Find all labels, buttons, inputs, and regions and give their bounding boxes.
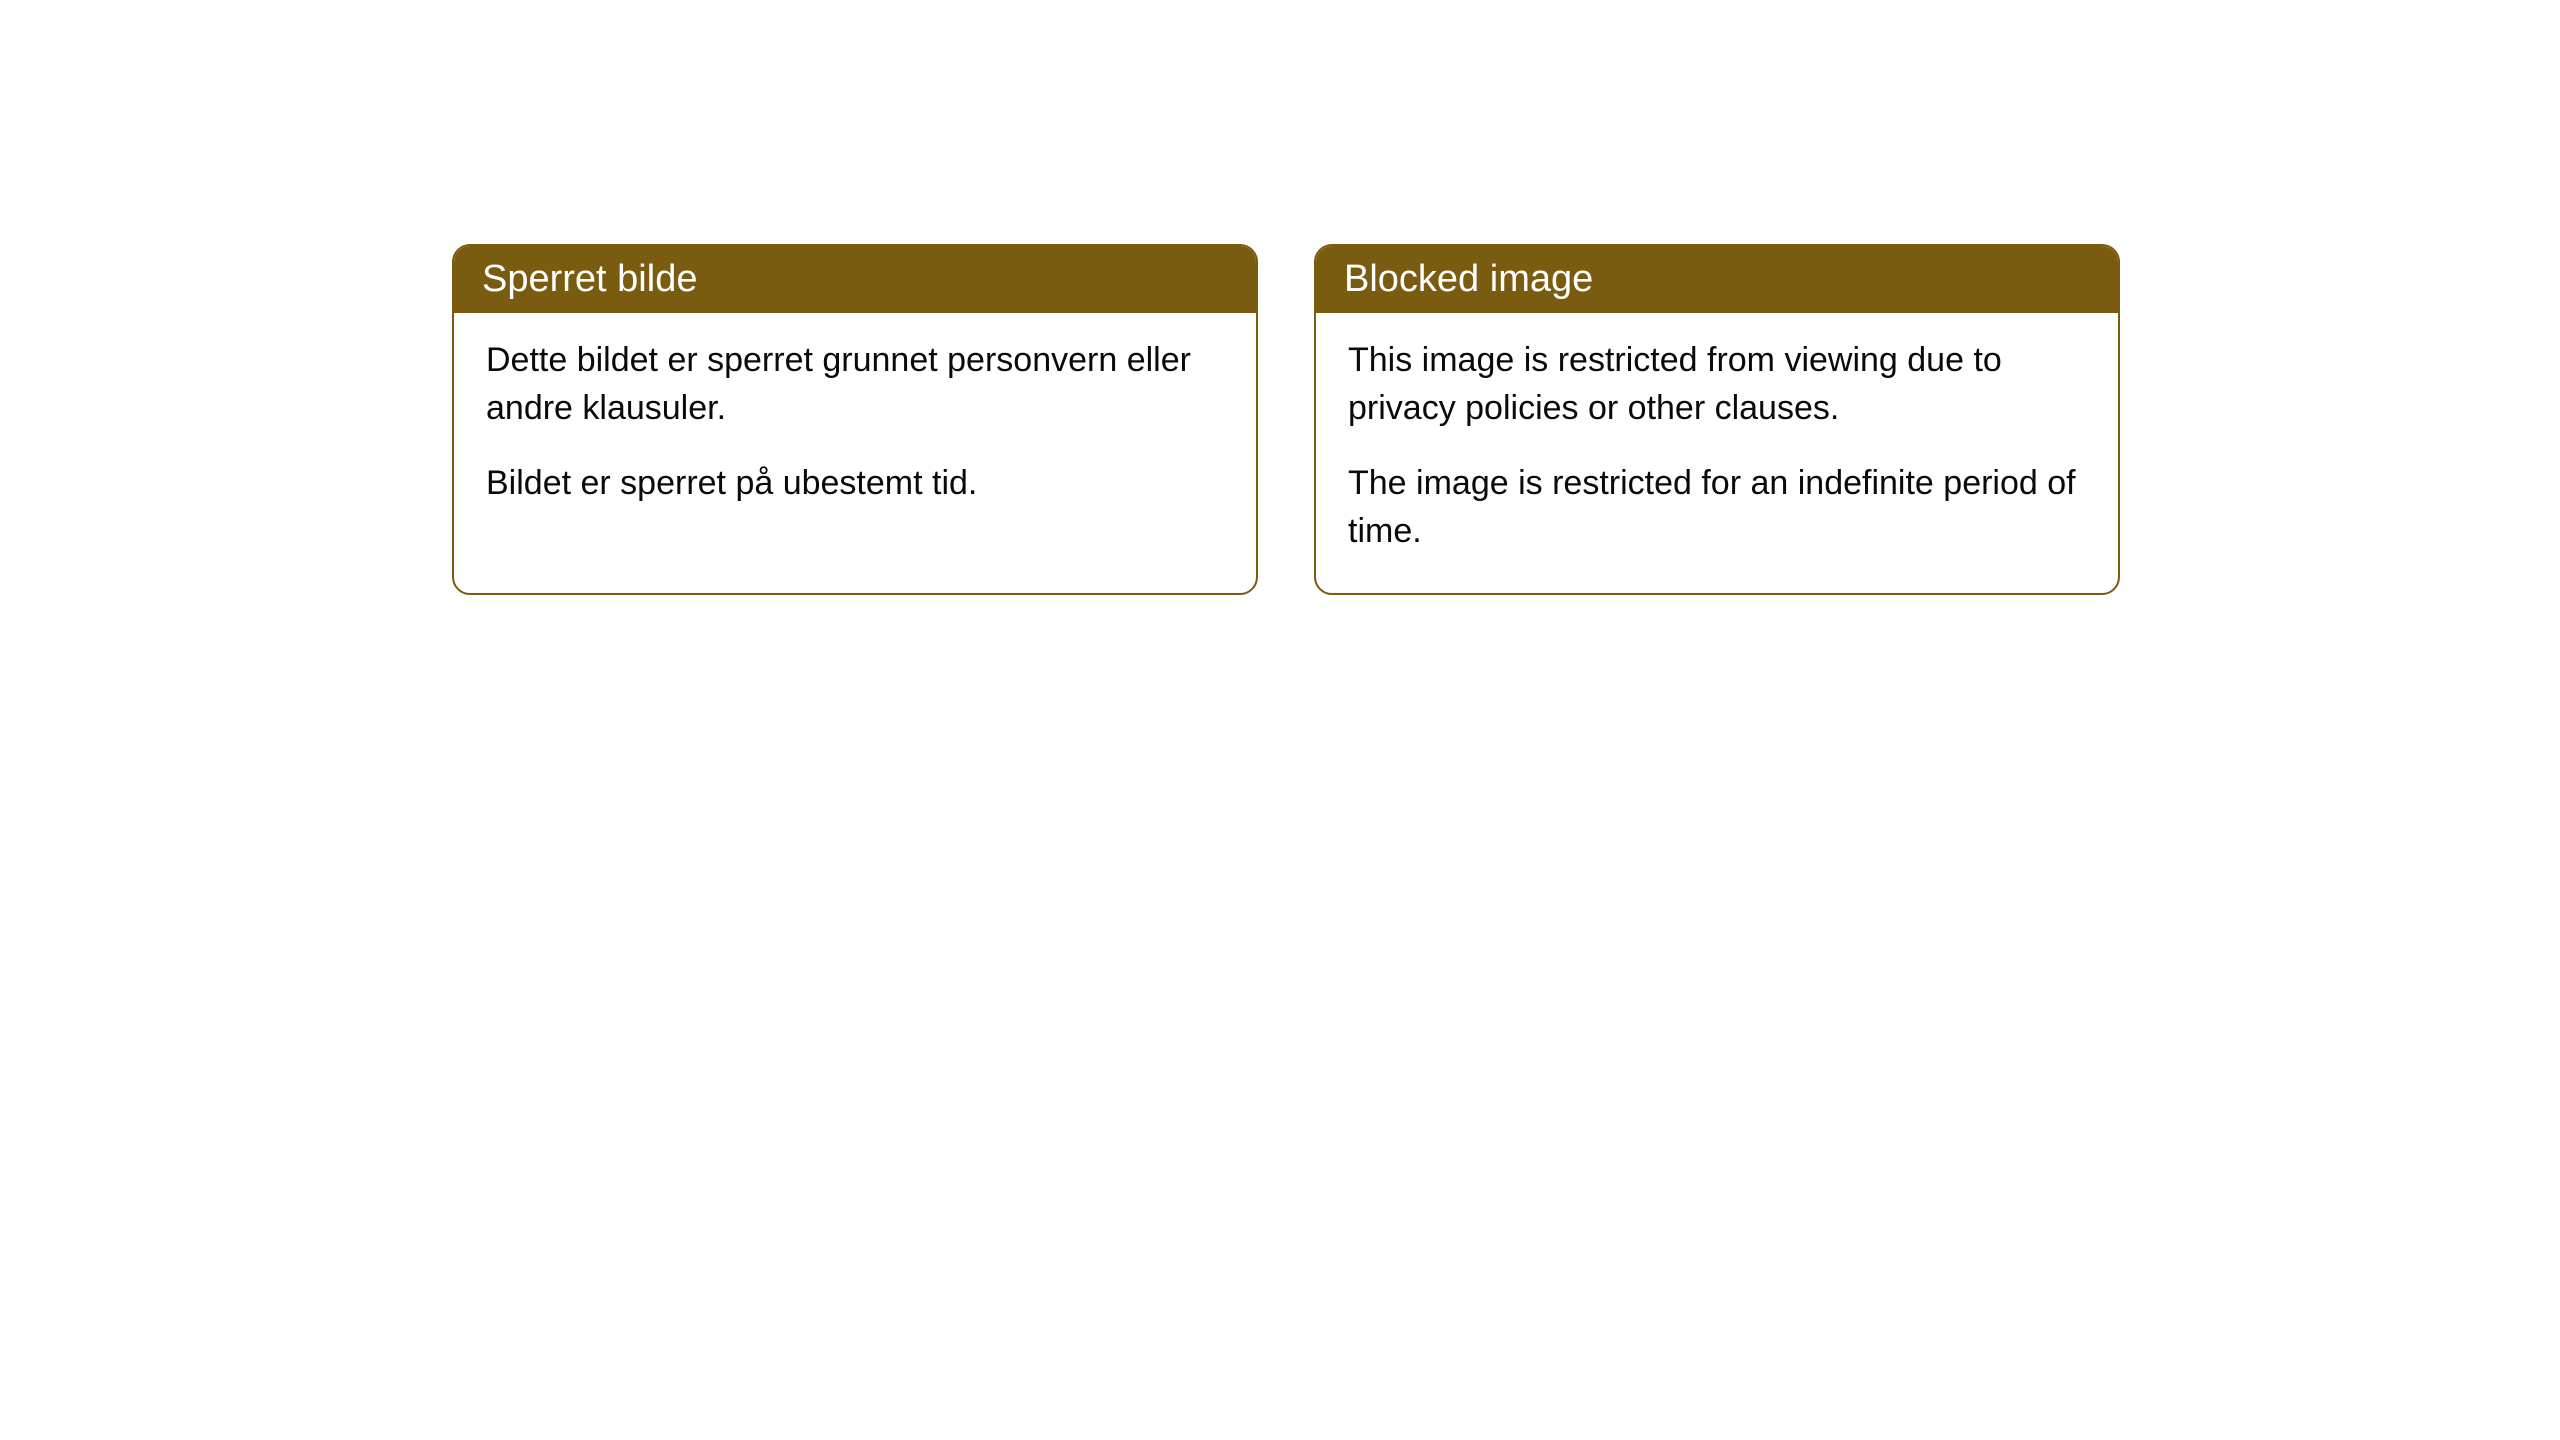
notice-body-norwegian: Dette bildet er sperret grunnet personve… [454,313,1256,546]
notice-container: Sperret bilde Dette bildet er sperret gr… [0,0,2560,595]
notice-card-english: Blocked image This image is restricted f… [1314,244,2120,595]
notice-paragraph: Bildet er sperret på ubestemt tid. [486,460,1224,508]
notice-header-english: Blocked image [1316,246,2118,313]
notice-title: Sperret bilde [482,258,697,300]
notice-paragraph: Dette bildet er sperret grunnet personve… [486,337,1224,432]
notice-paragraph: The image is restricted for an indefinit… [1348,460,2086,555]
notice-header-norwegian: Sperret bilde [454,246,1256,313]
notice-title: Blocked image [1344,258,1593,300]
notice-body-english: This image is restricted from viewing du… [1316,313,2118,593]
notice-card-norwegian: Sperret bilde Dette bildet er sperret gr… [452,244,1258,595]
notice-paragraph: This image is restricted from viewing du… [1348,337,2086,432]
